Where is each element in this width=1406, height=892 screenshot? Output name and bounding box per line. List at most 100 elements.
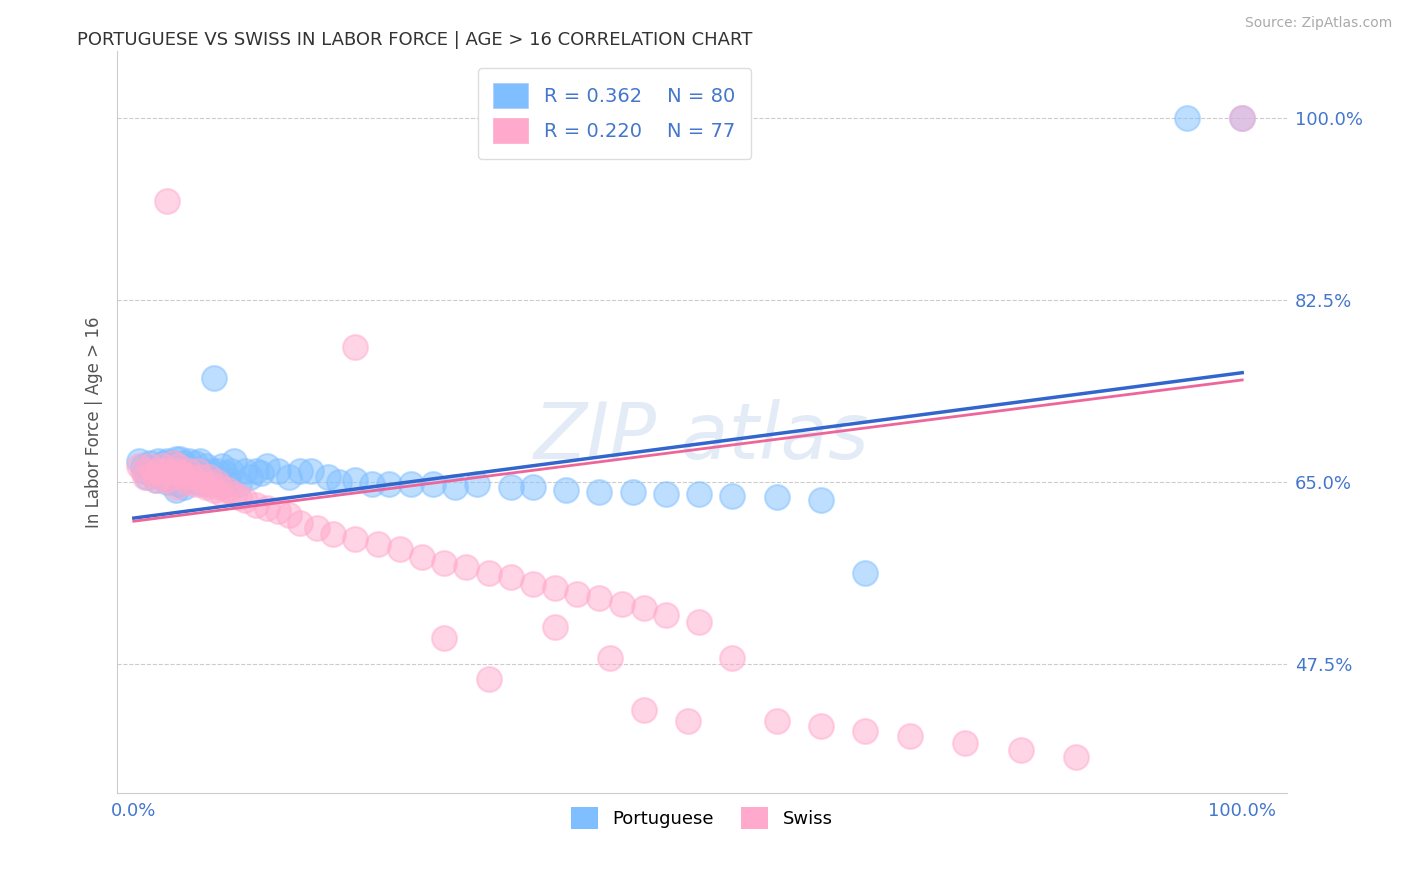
- Point: [655, 487, 678, 501]
- Point: [316, 469, 339, 483]
- Point: [278, 508, 301, 522]
- Point: [156, 475, 179, 489]
- Point: [245, 498, 267, 512]
- Point: [200, 464, 222, 478]
- Point: [422, 476, 444, 491]
- Point: [145, 473, 167, 487]
- Point: [217, 483, 239, 497]
- Point: [150, 459, 173, 474]
- Point: [344, 340, 367, 354]
- Point: [184, 476, 207, 491]
- Point: [233, 464, 256, 478]
- Point: [721, 489, 744, 503]
- Point: [250, 467, 273, 481]
- Point: [765, 714, 787, 728]
- Point: [198, 469, 221, 483]
- Point: [898, 729, 921, 743]
- Point: [157, 464, 180, 478]
- Point: [191, 476, 214, 491]
- Point: [399, 476, 422, 491]
- Point: [222, 454, 245, 468]
- Point: [188, 464, 211, 478]
- Point: [1175, 112, 1198, 126]
- Point: [173, 456, 195, 470]
- Point: [165, 483, 187, 497]
- Point: [522, 480, 544, 494]
- Point: [256, 500, 278, 515]
- Point: [221, 464, 243, 478]
- Point: [142, 467, 165, 481]
- Point: [214, 467, 236, 481]
- Point: [209, 476, 232, 491]
- Point: [157, 464, 180, 478]
- Point: [810, 493, 832, 508]
- Point: [198, 467, 221, 481]
- Point: [239, 469, 262, 483]
- Point: [142, 467, 165, 481]
- Point: [148, 454, 170, 468]
- Point: [522, 576, 544, 591]
- Point: [588, 485, 610, 500]
- Point: [228, 491, 250, 505]
- Point: [156, 454, 179, 468]
- Point: [167, 464, 190, 478]
- Point: [217, 473, 239, 487]
- Point: [131, 459, 153, 474]
- Point: [162, 469, 184, 483]
- Point: [184, 469, 207, 483]
- Point: [179, 464, 201, 478]
- Point: [344, 532, 367, 546]
- Legend: Portuguese, Swiss: Portuguese, Swiss: [564, 800, 839, 837]
- Point: [610, 597, 633, 611]
- Point: [278, 469, 301, 483]
- Point: [187, 475, 209, 489]
- Point: [721, 651, 744, 665]
- Text: Source: ZipAtlas.com: Source: ZipAtlas.com: [1244, 16, 1392, 30]
- Point: [167, 459, 190, 474]
- Point: [588, 591, 610, 605]
- Point: [288, 464, 311, 478]
- Point: [211, 487, 233, 501]
- Point: [187, 464, 209, 478]
- Point: [388, 542, 411, 557]
- Point: [179, 454, 201, 468]
- Point: [184, 456, 207, 470]
- Point: [131, 464, 153, 478]
- Point: [633, 703, 655, 717]
- Point: [477, 672, 499, 686]
- Point: [411, 549, 433, 564]
- Point: [544, 620, 567, 634]
- Text: PORTUGUESE VS SWISS IN LABOR FORCE | AGE > 16 CORRELATION CHART: PORTUGUESE VS SWISS IN LABOR FORCE | AGE…: [77, 31, 752, 49]
- Text: ZIP atlas: ZIP atlas: [534, 399, 870, 475]
- Point: [499, 480, 522, 494]
- Point: [156, 473, 179, 487]
- Point: [202, 483, 225, 497]
- Point: [180, 464, 202, 478]
- Y-axis label: In Labor Force | Age > 16: In Labor Force | Age > 16: [86, 317, 103, 528]
- Point: [148, 459, 170, 474]
- Point: [180, 469, 202, 483]
- Point: [194, 459, 217, 474]
- Point: [361, 476, 384, 491]
- Point: [377, 476, 399, 491]
- Point: [245, 464, 267, 478]
- Point: [456, 560, 478, 574]
- Point: [165, 480, 187, 494]
- Point: [267, 464, 290, 478]
- Point: [599, 651, 621, 665]
- Point: [256, 459, 278, 474]
- Point: [288, 516, 311, 531]
- Point: [205, 464, 228, 478]
- Point: [179, 473, 201, 487]
- Point: [567, 587, 589, 601]
- Point: [128, 459, 150, 474]
- Point: [169, 451, 191, 466]
- Point: [267, 504, 290, 518]
- Point: [953, 737, 976, 751]
- Point: [1232, 112, 1254, 126]
- Point: [328, 475, 350, 489]
- Point: [1064, 750, 1087, 764]
- Point: [676, 714, 699, 728]
- Point: [205, 475, 228, 489]
- Point: [477, 566, 499, 581]
